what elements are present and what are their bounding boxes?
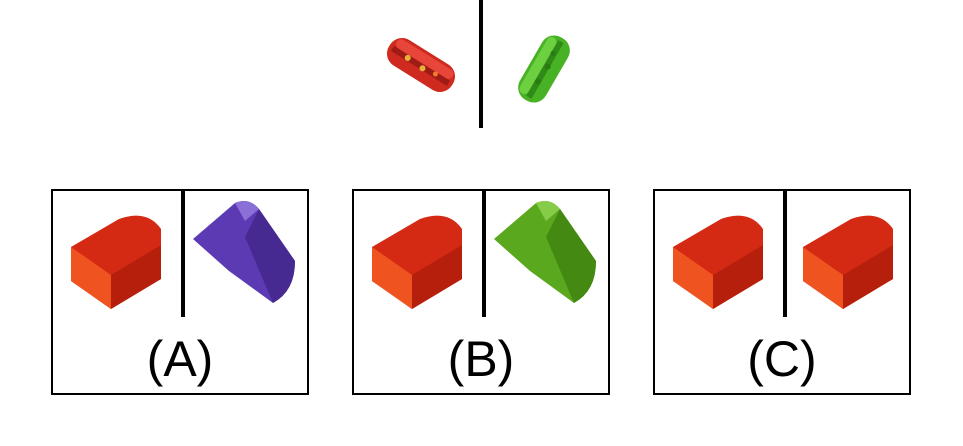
green-sandwich-icon [508, 28, 580, 110]
red-sandwich-icon [378, 30, 464, 100]
option-label: (A) [146, 331, 214, 387]
option-c[interactable]: (C) [653, 189, 911, 395]
option-a[interactable]: (A) [51, 189, 309, 395]
red-half-cylinder-icon [59, 205, 167, 315]
option-b[interactable]: (B) [352, 189, 610, 395]
purple-half-cylinder-icon [189, 197, 299, 309]
red-half-cylinder-icon [360, 205, 468, 315]
red-half-cylinder-icon [791, 205, 899, 315]
option-divider [783, 191, 787, 317]
prompt-divider [479, 0, 483, 128]
option-divider [482, 191, 486, 317]
option-label: (C) [747, 331, 817, 387]
option-divider [181, 191, 185, 317]
red-half-cylinder-icon [661, 205, 769, 315]
green-half-cylinder-icon [490, 197, 600, 309]
option-label: (B) [447, 331, 515, 387]
